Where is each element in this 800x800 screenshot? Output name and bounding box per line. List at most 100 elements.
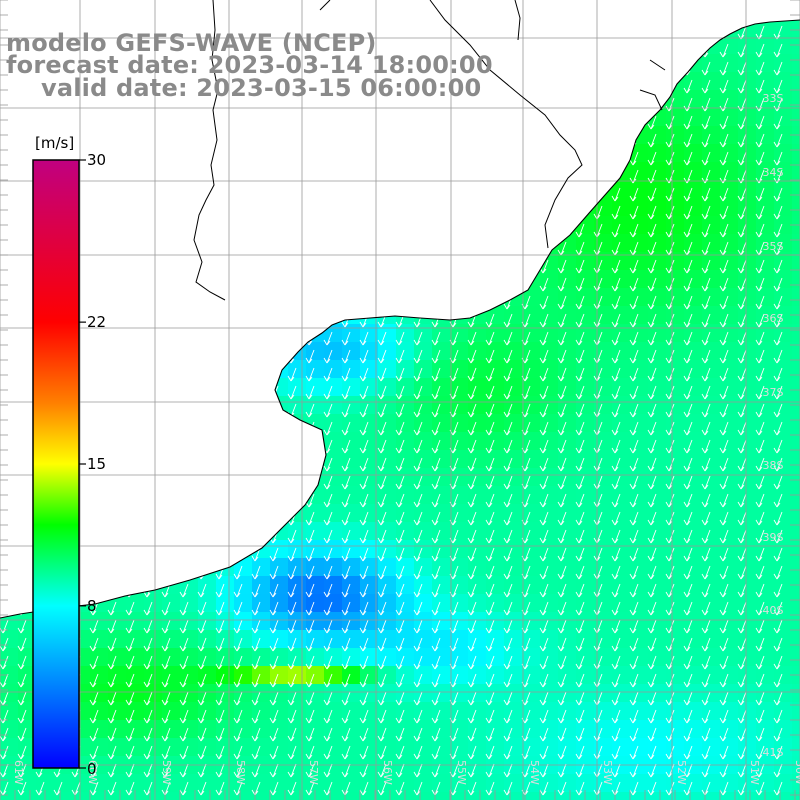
wind-arrow bbox=[431, 565, 441, 580]
wind-arrow bbox=[251, 709, 261, 724]
speed-cell bbox=[270, 558, 289, 577]
wind-arrow bbox=[503, 745, 513, 760]
speed-cell bbox=[306, 360, 325, 379]
wind-arrow bbox=[449, 619, 459, 634]
speed-cell bbox=[594, 504, 613, 523]
wind-arrow bbox=[683, 313, 693, 328]
speed-cell bbox=[486, 684, 505, 703]
wind-arrow bbox=[521, 709, 531, 724]
wind-arrow bbox=[197, 673, 207, 688]
speed-cell bbox=[648, 306, 667, 325]
wind-arrow bbox=[773, 475, 783, 490]
speed-cell bbox=[774, 594, 793, 613]
wind-arrow bbox=[449, 367, 459, 382]
speed-cell bbox=[504, 612, 523, 631]
wind-arrow bbox=[323, 673, 333, 688]
wind-arrow bbox=[539, 493, 549, 508]
wind-arrow bbox=[467, 475, 477, 490]
wind-arrow bbox=[197, 727, 207, 742]
wind-arrow bbox=[413, 619, 423, 634]
speed-cell bbox=[720, 594, 739, 613]
wind-arrow bbox=[359, 547, 369, 562]
wind-arrow bbox=[593, 655, 603, 670]
speed-cell bbox=[396, 396, 415, 415]
wind-arrow bbox=[593, 637, 603, 652]
speed-cell bbox=[360, 450, 379, 469]
wind-arrow bbox=[467, 385, 477, 400]
speed-cell bbox=[324, 738, 343, 757]
speed-cell bbox=[324, 684, 343, 703]
speed-cell bbox=[576, 648, 595, 667]
wind-arrow bbox=[431, 673, 441, 688]
speed-cell bbox=[738, 738, 757, 757]
speed-cell bbox=[576, 522, 595, 541]
wind-arrow bbox=[647, 205, 657, 220]
wind-arrow bbox=[269, 601, 279, 616]
wind-arrow bbox=[557, 439, 567, 454]
speed-cell bbox=[738, 450, 757, 469]
speed-cell bbox=[720, 738, 739, 757]
wind-arrow bbox=[773, 151, 783, 166]
speed-cell bbox=[576, 468, 595, 487]
wind-arrow bbox=[89, 781, 99, 796]
wind-arrow bbox=[665, 475, 675, 490]
speed-cell bbox=[504, 774, 523, 793]
speed-cell bbox=[306, 648, 325, 667]
speed-cell bbox=[504, 450, 523, 469]
speed-cell bbox=[612, 684, 631, 703]
speed-cell bbox=[576, 378, 595, 397]
wind-arrow bbox=[215, 673, 225, 688]
wind-arrow bbox=[485, 421, 495, 436]
speed-cell bbox=[468, 594, 487, 613]
wind-arrow bbox=[17, 691, 27, 706]
speed-cell bbox=[198, 648, 217, 667]
speed-cell bbox=[702, 630, 721, 649]
wind-arrow bbox=[539, 673, 549, 688]
wind-arrow bbox=[773, 277, 783, 292]
wind-arrow bbox=[359, 619, 369, 634]
wind-arrow bbox=[341, 457, 351, 472]
wind-arrow bbox=[125, 781, 135, 796]
wind-arrow bbox=[539, 403, 549, 418]
speed-cell bbox=[486, 576, 505, 595]
speed-cell bbox=[270, 792, 289, 800]
wind-arrow bbox=[773, 223, 783, 238]
wind-arrow bbox=[377, 403, 387, 418]
wind-arrow bbox=[287, 565, 297, 580]
speed-cell bbox=[144, 792, 163, 800]
speed-cell bbox=[558, 576, 577, 595]
speed-cell bbox=[738, 162, 757, 181]
speed-cell bbox=[468, 324, 487, 343]
wind-arrow bbox=[287, 385, 297, 400]
speed-cell bbox=[360, 324, 379, 343]
wind-arrow bbox=[683, 367, 693, 382]
wind-arrow bbox=[377, 565, 387, 580]
speed-cell bbox=[504, 720, 523, 739]
speed-cell bbox=[504, 630, 523, 649]
speed-cell bbox=[522, 612, 541, 631]
speed-cell bbox=[414, 630, 433, 649]
speed-cell bbox=[792, 522, 800, 541]
wind-arrow bbox=[719, 781, 729, 796]
wind-arrow bbox=[395, 691, 405, 706]
speed-cell bbox=[738, 774, 757, 793]
wind-arrow bbox=[17, 655, 27, 670]
speed-cell bbox=[720, 450, 739, 469]
speed-cell bbox=[666, 558, 685, 577]
wind-arrow bbox=[683, 331, 693, 346]
wind-arrow bbox=[575, 313, 585, 328]
wind-arrow bbox=[719, 367, 729, 382]
wind-arrow bbox=[701, 691, 711, 706]
speed-cell bbox=[720, 612, 739, 631]
wind-arrow bbox=[737, 709, 747, 724]
longitude-labels: 61W 60W 59W 58W 57W 56W 55W 54W 53W 52W 51W 50W bbox=[12, 760, 800, 785]
speed-cell bbox=[342, 702, 361, 721]
wind-arrow bbox=[377, 763, 387, 778]
wind-arrow bbox=[341, 421, 351, 436]
speed-cell bbox=[702, 432, 721, 451]
speed-cell bbox=[540, 270, 559, 289]
wind-arrow bbox=[305, 367, 315, 382]
wind-arrow bbox=[413, 547, 423, 562]
wind-arrow bbox=[575, 745, 585, 760]
wind-arrow bbox=[395, 709, 405, 724]
